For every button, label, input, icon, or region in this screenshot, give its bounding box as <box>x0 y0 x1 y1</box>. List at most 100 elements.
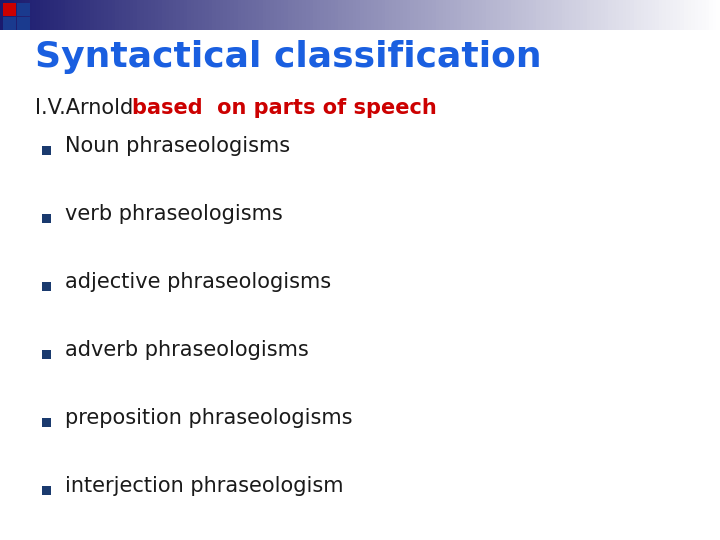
Bar <box>22 0 25 30</box>
Bar <box>3 17 16 30</box>
Bar <box>688 0 691 30</box>
Bar <box>198 0 202 30</box>
Bar <box>306 0 310 30</box>
Bar <box>234 0 238 30</box>
Bar <box>76 0 79 30</box>
Bar <box>356 0 360 30</box>
Bar <box>349 0 353 30</box>
Bar <box>245 0 248 30</box>
Bar <box>709 0 713 30</box>
Bar <box>187 0 191 30</box>
Bar <box>313 0 317 30</box>
Bar <box>299 0 302 30</box>
Bar <box>50 0 54 30</box>
Bar <box>716 0 720 30</box>
Bar <box>608 0 612 30</box>
Bar <box>583 0 587 30</box>
Bar <box>252 0 256 30</box>
Bar <box>61 0 65 30</box>
Bar <box>508 0 511 30</box>
Bar <box>162 0 166 30</box>
Bar <box>695 0 698 30</box>
Bar <box>421 0 425 30</box>
Bar <box>594 0 598 30</box>
Bar <box>475 0 479 30</box>
Text: interjection phraseologism: interjection phraseologism <box>65 476 343 496</box>
Text: preposition phraseologisms: preposition phraseologisms <box>65 408 353 428</box>
Bar <box>32 0 36 30</box>
Bar <box>238 0 241 30</box>
Bar <box>7 0 11 30</box>
Bar <box>371 0 374 30</box>
Bar <box>392 0 396 30</box>
Bar <box>43 0 47 30</box>
Bar <box>259 0 263 30</box>
Bar <box>522 0 526 30</box>
Bar <box>490 0 493 30</box>
Bar <box>284 0 288 30</box>
Bar <box>130 0 133 30</box>
Bar <box>403 0 407 30</box>
Bar <box>374 0 378 30</box>
Bar <box>425 0 428 30</box>
Bar <box>540 0 544 30</box>
Bar <box>446 0 450 30</box>
Bar <box>79 0 83 30</box>
Bar <box>248 0 252 30</box>
Bar <box>212 0 216 30</box>
Bar <box>454 0 457 30</box>
Bar <box>158 0 162 30</box>
Bar <box>364 0 367 30</box>
Bar <box>554 0 558 30</box>
Bar <box>468 0 472 30</box>
Bar <box>47 0 50 30</box>
Bar <box>547 0 551 30</box>
Text: Syntactical classification: Syntactical classification <box>35 40 541 74</box>
Bar <box>652 0 655 30</box>
Bar <box>180 0 184 30</box>
Bar <box>281 0 284 30</box>
Text: adjective phraseologisms: adjective phraseologisms <box>65 272 331 292</box>
Bar <box>202 0 205 30</box>
Bar <box>684 0 688 30</box>
Bar <box>42 213 51 222</box>
Bar <box>101 0 104 30</box>
Bar <box>569 0 572 30</box>
Bar <box>623 0 626 30</box>
Text: based  on parts of speech: based on parts of speech <box>132 98 437 118</box>
Bar <box>112 0 115 30</box>
Bar <box>644 0 648 30</box>
Bar <box>637 0 641 30</box>
Bar <box>680 0 684 30</box>
Bar <box>670 0 673 30</box>
Bar <box>241 0 245 30</box>
Bar <box>400 0 403 30</box>
Bar <box>256 0 259 30</box>
Bar <box>169 0 173 30</box>
Bar <box>698 0 702 30</box>
Bar <box>479 0 482 30</box>
Bar <box>230 0 234 30</box>
Bar <box>194 0 198 30</box>
Bar <box>436 0 439 30</box>
Bar <box>713 0 716 30</box>
Bar <box>382 0 385 30</box>
Bar <box>666 0 670 30</box>
Bar <box>108 0 112 30</box>
Text: adverb phraseologisms: adverb phraseologisms <box>65 340 309 360</box>
Bar <box>42 281 51 291</box>
Bar <box>493 0 497 30</box>
Bar <box>184 0 187 30</box>
Bar <box>40 0 43 30</box>
Bar <box>317 0 320 30</box>
Bar <box>450 0 454 30</box>
Bar <box>115 0 119 30</box>
Bar <box>504 0 508 30</box>
Bar <box>133 0 137 30</box>
Bar <box>378 0 382 30</box>
Bar <box>353 0 356 30</box>
Bar <box>42 145 51 154</box>
Bar <box>335 0 338 30</box>
Bar <box>367 0 371 30</box>
Bar <box>439 0 443 30</box>
